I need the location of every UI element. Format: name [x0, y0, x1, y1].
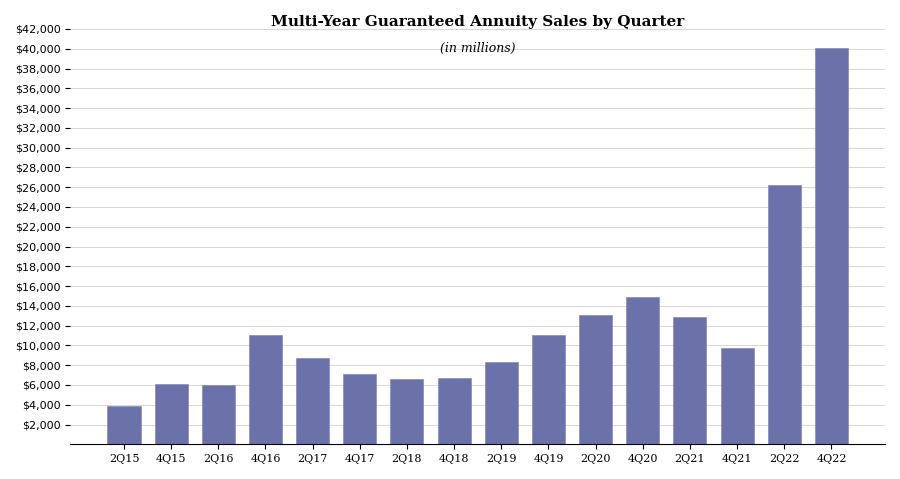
Bar: [579, 315, 612, 445]
Title: Multi-Year Guaranteed Annuity Sales by Quarter: Multi-Year Guaranteed Annuity Sales by Q…: [271, 15, 684, 29]
Bar: [485, 362, 518, 445]
Bar: [768, 185, 801, 445]
Bar: [815, 48, 848, 445]
Bar: [626, 297, 660, 445]
Bar: [391, 379, 424, 445]
Bar: [249, 334, 282, 445]
Bar: [296, 358, 329, 445]
Bar: [437, 378, 471, 445]
Bar: [107, 406, 140, 445]
Bar: [343, 374, 376, 445]
Bar: [202, 385, 235, 445]
Bar: [673, 317, 707, 445]
Bar: [721, 348, 753, 445]
Text: (in millions): (in millions): [440, 42, 516, 55]
Bar: [532, 334, 565, 445]
Bar: [155, 384, 188, 445]
